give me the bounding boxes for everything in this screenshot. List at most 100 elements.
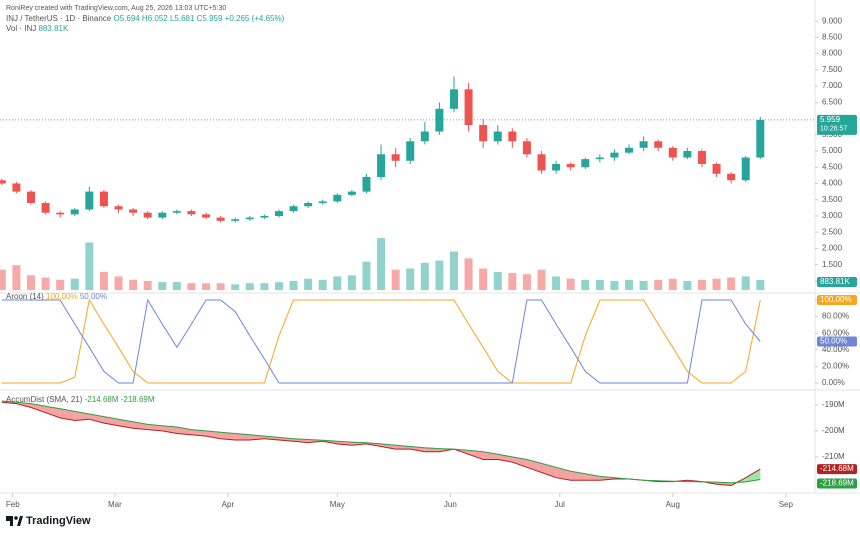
- series-line: [1, 400, 761, 484]
- candle-body: [406, 141, 415, 161]
- candle-body: [464, 89, 473, 126]
- countdown: 10:26:57: [820, 126, 847, 133]
- volume-bar: [727, 277, 736, 290]
- y-tick-label: 3.000: [822, 211, 843, 220]
- series-value-label: -214.68M: [820, 464, 854, 473]
- volume-bar: [143, 280, 152, 290]
- y-tick-label: 4.000: [822, 179, 843, 188]
- ad-fill: [468, 450, 484, 460]
- candle-body: [318, 201, 327, 203]
- volume-bar: [99, 271, 108, 290]
- logo-shape: [14, 516, 18, 520]
- candle-body: [158, 212, 167, 218]
- aroon-legend: Aroon (14) 100.00% 50.00%: [6, 292, 107, 301]
- x-tick-label: May: [330, 500, 345, 509]
- volume-bar: [158, 282, 167, 290]
- ad-sma-value: -218.69M: [121, 395, 155, 404]
- ad-fill: [395, 445, 411, 450]
- candle-body: [216, 217, 225, 221]
- candle-body: [0, 180, 6, 184]
- series-value-label-box: [817, 478, 857, 489]
- y-tick-label: 7.000: [822, 81, 843, 90]
- volume-bar: [581, 279, 590, 290]
- candle-body: [143, 212, 152, 218]
- volume-bar: [537, 269, 546, 290]
- candle-body: [85, 191, 94, 210]
- symbol-legend: INJ / TetherUS · 1D · Binance O5.694 H6.…: [6, 14, 285, 23]
- volume-bar: [12, 265, 21, 290]
- volume-label: 883.81K: [820, 277, 850, 286]
- candle-body: [99, 191, 108, 207]
- series-value-label-box: [817, 294, 857, 305]
- ad-fill: [541, 463, 557, 478]
- series-value-label: -218.69M: [820, 479, 854, 488]
- volume-bar: [56, 279, 65, 290]
- y-tick-label: 3.500: [822, 195, 843, 204]
- symbol: INJ / TetherUS · 1D · Binance: [6, 14, 112, 23]
- y-tick-label: 0.00%: [822, 378, 845, 387]
- volume-bar: [508, 273, 517, 290]
- volume-bar: [172, 282, 181, 290]
- volume-bar: [493, 271, 502, 290]
- volume-bar: [362, 261, 371, 290]
- ad-fill: [483, 451, 498, 460]
- volume-bar: [304, 278, 313, 290]
- candle-body: [172, 211, 181, 213]
- volume-title: Vol · INJ: [6, 24, 36, 33]
- y-tick-label: 40.00%: [822, 345, 849, 354]
- y-tick-label: 5.000: [822, 146, 843, 155]
- volume-bar: [610, 280, 619, 290]
- volume-bar: [245, 283, 254, 290]
- ad-fill: [60, 408, 75, 421]
- candle-body: [581, 159, 590, 168]
- candle-body: [304, 202, 313, 207]
- ad-fill: [235, 433, 250, 440]
- candle-body: [202, 214, 211, 218]
- candle-body: [231, 219, 240, 221]
- last-price: 5.959: [820, 115, 841, 124]
- volume-bar: [697, 279, 706, 290]
- y-tick-label: -210M: [822, 452, 845, 461]
- candle-body: [610, 152, 619, 158]
- y-tick-label: 80.00%: [822, 312, 849, 321]
- candle-body: [756, 119, 765, 158]
- x-tick-label: Jun: [444, 500, 457, 509]
- candle-body: [391, 154, 400, 161]
- candle-body: [595, 157, 604, 160]
- volume-bar: [216, 283, 225, 290]
- candle-body: [683, 151, 692, 158]
- candle-body: [668, 147, 677, 158]
- y-tick-label: 8.500: [822, 32, 843, 41]
- ad-title: AccumDist (SMA, 21): [6, 395, 83, 404]
- candle-body: [697, 151, 706, 165]
- ad-fill: [162, 425, 177, 434]
- candle-body: [12, 183, 21, 192]
- candle-body: [56, 212, 65, 215]
- volume-bar: [464, 258, 473, 290]
- x-tick-label: Aug: [666, 500, 680, 509]
- ad-fill: [264, 436, 279, 440]
- ad-fill: [745, 469, 761, 482]
- volume-bar: [26, 275, 35, 290]
- y-tick-label: 60.00%: [822, 328, 849, 337]
- volume-legend: Vol · INJ 883.81K: [6, 24, 69, 33]
- volume-bar: [420, 262, 429, 290]
- y-tick-label: 1.500: [822, 260, 843, 269]
- candle-body: [274, 211, 283, 216]
- candle-body: [639, 141, 648, 148]
- candle-body: [493, 131, 502, 142]
- candle-body: [654, 141, 663, 148]
- y-tick-label: 6.500: [822, 97, 843, 106]
- aroon-title: Aroon (14): [6, 292, 44, 301]
- ad-fill: [45, 406, 61, 418]
- candle-body: [537, 154, 546, 171]
- ad-fill: [220, 432, 236, 440]
- volume-bar: [479, 268, 488, 290]
- ad-fill: [191, 429, 207, 437]
- x-tick-label: Jul: [555, 500, 565, 509]
- volume-bar: [566, 278, 575, 290]
- series-value-label: 50.00%: [820, 337, 847, 346]
- candle-body: [70, 209, 79, 215]
- volume-bar: [85, 242, 94, 290]
- y-tick-label: 20.00%: [822, 362, 849, 371]
